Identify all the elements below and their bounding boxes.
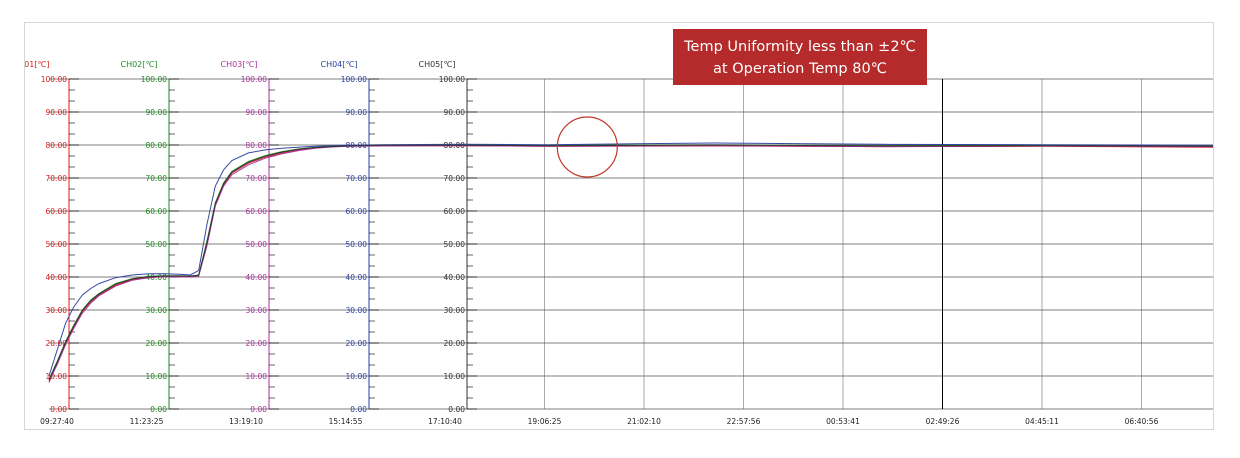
y-tick-label: 90.00 <box>346 108 368 117</box>
temperature-chart: CH01[℃] 0.00 10.00 20.00 30.00 40.00 50.00 60.0… <box>25 29 1214 426</box>
y-tick-label: 0.00 <box>448 405 465 414</box>
y-tick-label: 70.00 <box>346 174 368 183</box>
y-tick-label: 30.00 <box>146 306 168 315</box>
x-tick-label: 04:45:11 <box>1025 417 1059 426</box>
y-tick-label: 50.00 <box>346 240 368 249</box>
y-tick-label: 70.00 <box>246 174 268 183</box>
y-tick-label: 100.00 <box>141 75 167 84</box>
y-tick-label: 10.00 <box>444 372 466 381</box>
y-tick-label: 100.00 <box>439 75 465 84</box>
y-tick-label: 70.00 <box>146 174 168 183</box>
series-line-5 <box>48 144 1214 381</box>
y-tick-label: 0.00 <box>250 405 267 414</box>
y-tick-label: 20.00 <box>346 339 368 348</box>
y-tick-label: 80.00 <box>246 141 268 150</box>
y-tick-label: 30.00 <box>346 306 368 315</box>
highlight-circle <box>556 116 618 178</box>
y-tick-label: 50.00 <box>444 240 466 249</box>
x-tick-label: 13:19:10 <box>229 417 263 426</box>
x-tick-label: 09:27:40 <box>40 417 74 426</box>
y-tick-label: 100.00 <box>341 75 367 84</box>
channel-header: CH05[℃] <box>418 60 455 69</box>
x-tick-label: 15:14:55 <box>329 417 363 426</box>
series-line-2 <box>48 144 1214 380</box>
y-tick-label: 50.00 <box>46 240 68 249</box>
x-tick-label: 00:53:41 <box>826 417 860 426</box>
y-tick-label: 10.00 <box>346 372 368 381</box>
y-tick-label: 60.00 <box>346 207 368 216</box>
y-tick-label: 0.00 <box>150 405 167 414</box>
y-tick-label: 50.00 <box>246 240 268 249</box>
y-tick-label: 40.00 <box>346 273 368 282</box>
x-tick-label: 02:49:26 <box>926 417 960 426</box>
y-tick-label: 90.00 <box>46 108 68 117</box>
y-tick-label: 10.00 <box>146 372 168 381</box>
y-tick-label: 10.00 <box>46 372 68 381</box>
y-tick-label: 90.00 <box>146 108 168 117</box>
y-tick-label: 40.00 <box>46 273 68 282</box>
y-tick-label: 80.00 <box>146 141 168 150</box>
series-line-4 <box>48 142 1214 377</box>
y-tick-label: 40.00 <box>246 273 268 282</box>
y-tick-label: 10.00 <box>246 372 268 381</box>
channel-header: CH02[℃] <box>120 60 157 69</box>
x-tick-label: 21:02:10 <box>627 417 661 426</box>
y-tick-label: 100.00 <box>241 75 267 84</box>
x-tick-label: 19:06:25 <box>528 417 562 426</box>
y-tick-label: 20.00 <box>444 339 466 348</box>
y-tick-label: 60.00 <box>146 207 168 216</box>
y-tick-label: 40.00 <box>444 273 466 282</box>
y-tick-label: 60.00 <box>444 207 466 216</box>
y-tick-label: 60.00 <box>246 207 268 216</box>
series-line-3 <box>48 145 1214 382</box>
y-tick-label: 30.00 <box>246 306 268 315</box>
y-tick-label: 20.00 <box>146 339 168 348</box>
y-tick-label: 50.00 <box>146 240 168 249</box>
y-tick-label: 80.00 <box>46 141 68 150</box>
y-tick-label: 20.00 <box>246 339 268 348</box>
y-tick-label: 90.00 <box>246 108 268 117</box>
x-tick-label: 11:23:25 <box>130 417 164 426</box>
y-tick-label: 30.00 <box>444 306 466 315</box>
channel-header: CH01[℃] <box>25 60 50 69</box>
y-tick-label: 70.00 <box>444 174 466 183</box>
y-tick-label: 60.00 <box>46 207 68 216</box>
x-tick-label: 17:10:40 <box>428 417 462 426</box>
series-line-1 <box>48 145 1214 383</box>
y-tick-label: 0.00 <box>50 405 67 414</box>
chart-frame: CH01[℃] 0.00 10.00 20.00 30.00 40.00 50.00 60.0… <box>24 22 1214 430</box>
y-tick-label: 20.00 <box>46 339 68 348</box>
x-tick-label: 06:40:56 <box>1125 417 1159 426</box>
callout-line-1: Temp Uniformity less than ±2℃ <box>683 39 916 55</box>
y-tick-label: 70.00 <box>46 174 68 183</box>
y-tick-label: 100.00 <box>41 75 67 84</box>
y-tick-label: 30.00 <box>46 306 68 315</box>
x-tick-label: 22:57:56 <box>727 417 761 426</box>
y-tick-label: 90.00 <box>444 108 466 117</box>
callout-box <box>673 29 927 85</box>
y-tick-label: 0.00 <box>350 405 367 414</box>
callout-line-2: at Operation Temp 80℃ <box>713 61 887 77</box>
channel-header: CH03[℃] <box>220 60 257 69</box>
channel-header: CH04[℃] <box>320 60 357 69</box>
